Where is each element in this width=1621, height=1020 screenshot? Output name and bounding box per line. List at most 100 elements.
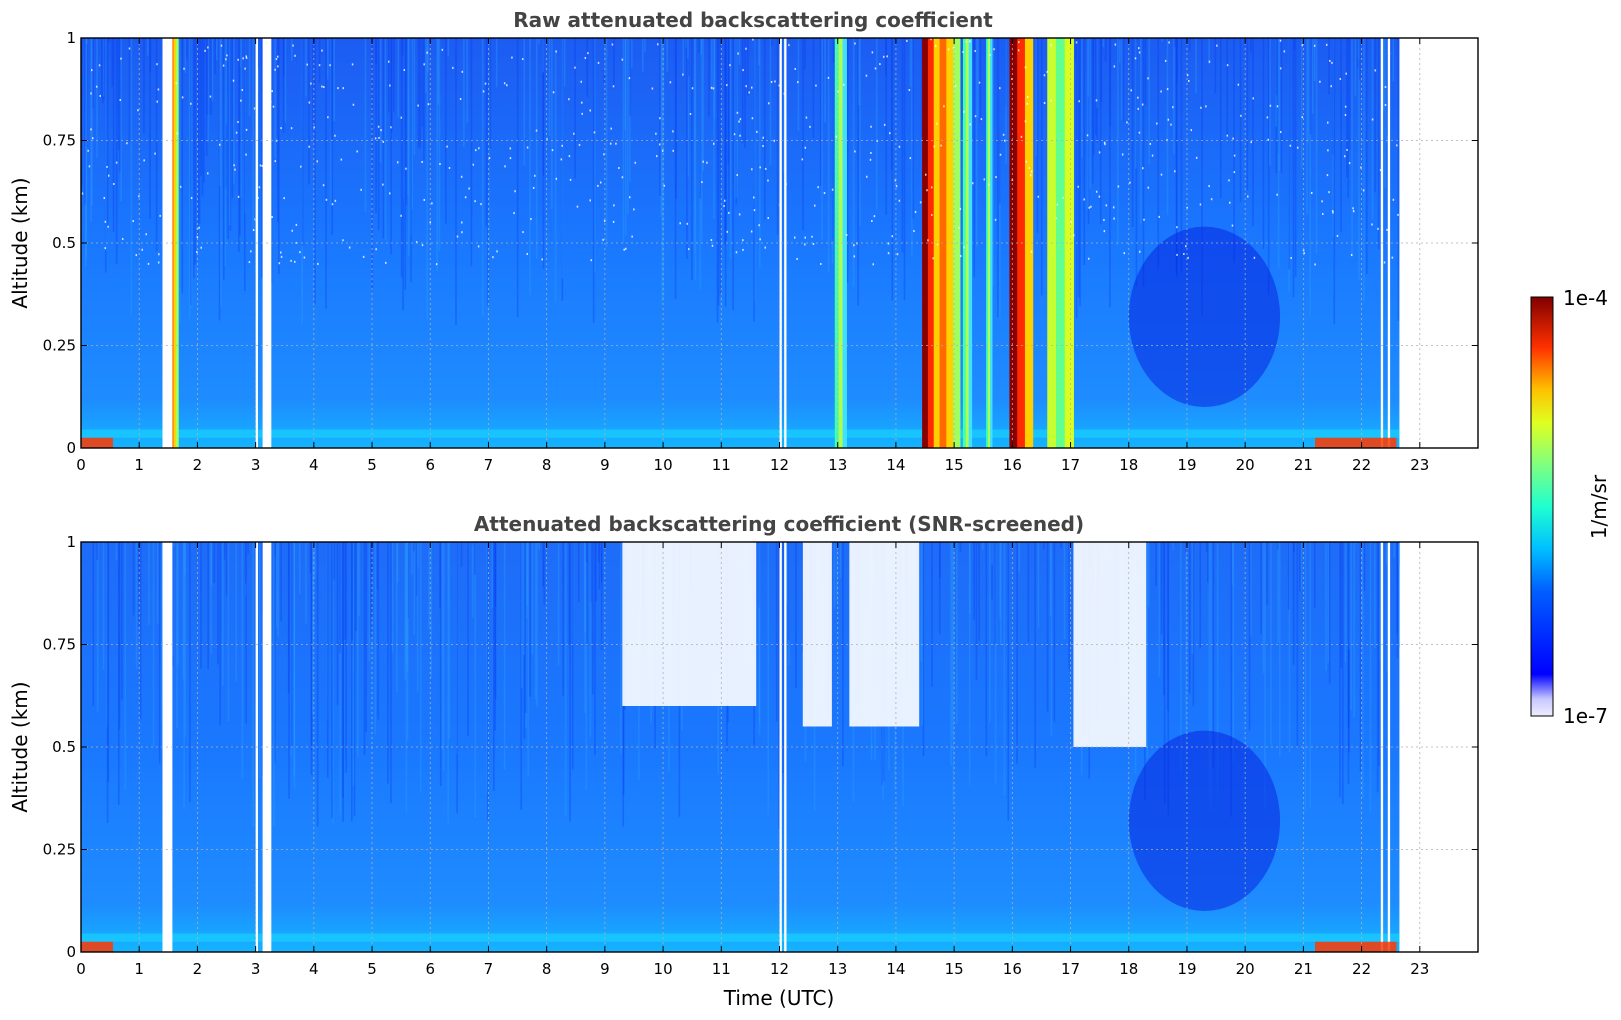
heatmap-cell — [797, 38, 800, 131]
noise-pixel — [1344, 155, 1346, 158]
heatmap-cell — [81, 38, 83, 186]
x-tick-label: 3 — [251, 960, 261, 978]
heatmap-cell — [402, 38, 404, 311]
heatmap-cell — [744, 38, 746, 148]
heatmap-cell — [270, 38, 273, 283]
noise-pixel — [597, 184, 599, 187]
heatmap-cell — [377, 38, 380, 230]
noise-pixel — [1289, 144, 1292, 147]
cloud-column — [946, 38, 954, 448]
heatmap-cell — [106, 542, 109, 823]
heatmap-field — [81, 933, 1400, 942]
heatmap-cell — [977, 38, 979, 118]
noise-pixel — [679, 222, 681, 225]
heatmap-cell — [487, 38, 489, 307]
heatmap-cell — [801, 542, 804, 652]
heatmap-cell — [1351, 38, 1353, 258]
heatmap-cell — [920, 542, 922, 662]
noise-pixel — [958, 226, 960, 229]
noise-pixel — [733, 133, 736, 136]
heatmap-cell — [227, 542, 230, 722]
heatmap-cell — [1233, 38, 1235, 263]
noise-pixel — [532, 186, 535, 189]
heatmap-cell — [603, 38, 606, 84]
heatmap-cell — [659, 38, 661, 197]
noise-pixel — [362, 255, 365, 258]
noise-pixel — [461, 231, 463, 234]
heatmap-cell — [1348, 38, 1351, 151]
heatmap-cell — [1005, 38, 1007, 165]
heatmap-cell — [197, 38, 199, 238]
heatmap-cell — [729, 38, 732, 260]
noise-pixel — [778, 84, 780, 87]
heatmap-cell — [1332, 38, 1334, 155]
noise-pixel — [1321, 200, 1323, 203]
noise-pixel — [248, 261, 251, 264]
noise-pixel — [663, 184, 665, 187]
noise-pixel — [1105, 204, 1108, 207]
heatmap-cell — [252, 38, 254, 232]
noise-pixel — [1253, 256, 1256, 259]
x-tick-label: 13 — [828, 456, 847, 474]
noise-pixel — [1226, 64, 1229, 67]
heatmap-cell — [370, 542, 373, 619]
noise-pixel — [259, 164, 262, 167]
noise-pixel — [389, 84, 391, 87]
heatmap-cell — [223, 542, 226, 560]
heatmap-cell — [836, 542, 838, 603]
heatmap-cell — [526, 542, 528, 619]
noise-pixel — [137, 109, 139, 112]
heatmap-cell — [529, 38, 531, 295]
heatmap-cell — [1260, 542, 1262, 635]
heatmap-cell — [1040, 38, 1043, 296]
noise-pixel — [207, 46, 209, 49]
heatmap-cell — [795, 542, 797, 688]
heatmap-cell — [1378, 542, 1380, 767]
heatmap-cell — [486, 542, 488, 794]
noise-pixel — [762, 136, 764, 139]
heatmap-cell — [1300, 542, 1303, 591]
noise-pixel — [621, 58, 624, 61]
heatmap-cell — [543, 542, 545, 605]
noise-pixel — [526, 252, 528, 255]
noise-pixel — [712, 87, 715, 90]
heatmap-cell — [959, 542, 962, 553]
noise-pixel — [1114, 43, 1117, 46]
heatmap-cell — [1357, 38, 1360, 59]
noise-pixel — [1397, 213, 1399, 216]
noise-pixel — [745, 47, 747, 50]
heatmap-cell — [219, 542, 221, 726]
heatmap-cell — [1135, 38, 1137, 169]
heatmap-cell — [493, 542, 495, 791]
heatmap-cell — [277, 542, 279, 636]
noise-pixel — [742, 248, 744, 251]
noise-pixel — [1199, 203, 1202, 206]
heatmap-cell — [1293, 542, 1295, 553]
noise-pixel — [1383, 261, 1386, 264]
noise-pixel — [762, 145, 764, 148]
heatmap-cell — [152, 542, 155, 747]
x-tick-label: 5 — [367, 456, 377, 474]
x-tick-label: 11 — [712, 960, 731, 978]
heatmap-cell — [223, 38, 225, 280]
noise-pixel — [1208, 60, 1211, 63]
noise-pixel — [1167, 118, 1170, 121]
x-tick-label: 13 — [828, 960, 847, 978]
heatmap-cell — [243, 38, 246, 292]
heatmap-cell — [548, 38, 551, 137]
noise-pixel — [115, 161, 118, 164]
noise-pixel — [759, 166, 761, 169]
noise-pixel — [534, 174, 536, 177]
noise-pixel — [963, 246, 966, 249]
noise-pixel — [1185, 245, 1187, 248]
noise-pixel — [906, 39, 908, 42]
noise-pixel — [334, 134, 336, 137]
heatmap-cell — [535, 38, 538, 259]
noise-pixel — [535, 129, 538, 132]
heatmap-cell — [258, 542, 261, 779]
noise-pixel — [1377, 227, 1379, 230]
noise-pixel — [415, 241, 418, 244]
noise-pixel — [737, 52, 739, 55]
noise-pixel — [1327, 121, 1329, 124]
